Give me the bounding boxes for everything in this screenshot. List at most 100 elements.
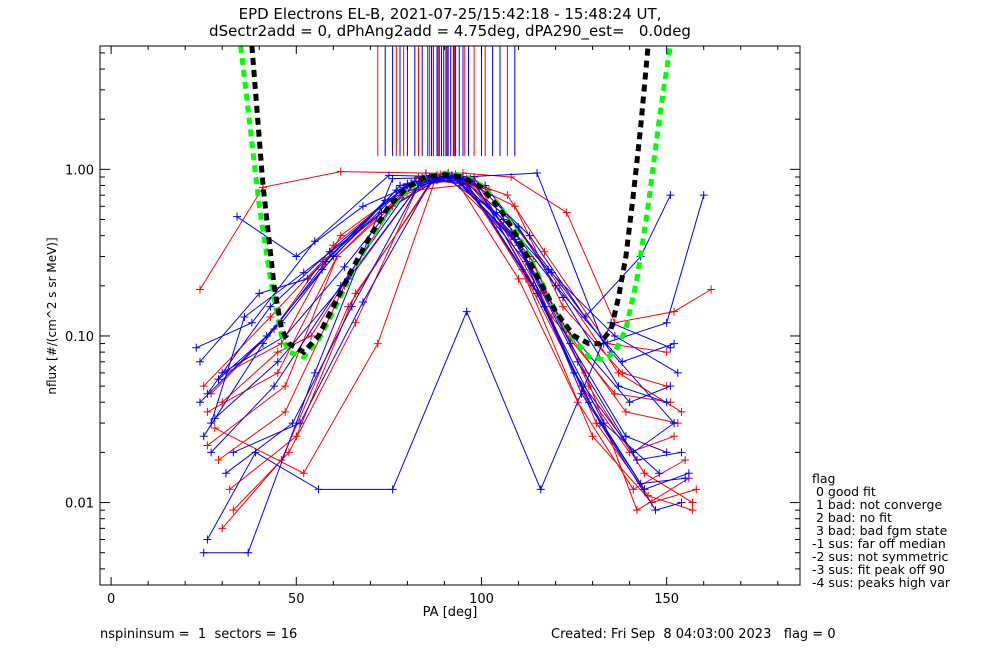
data-point (670, 419, 679, 428)
data-point (503, 191, 512, 200)
data-point (229, 506, 238, 515)
data-point (558, 302, 567, 311)
fit-curves (238, 46, 673, 363)
data-point (614, 368, 623, 377)
data-point (384, 171, 393, 180)
legend-item: 2 bad: no fit (812, 510, 892, 525)
legend-item: -2 sus: not symmetric (812, 549, 949, 564)
data-point (640, 485, 649, 494)
data-point (225, 485, 234, 494)
data-point (284, 448, 293, 457)
data-point (247, 318, 256, 327)
data-point (699, 191, 708, 200)
data-point (281, 407, 290, 416)
data-point (203, 535, 212, 544)
data-point (351, 318, 360, 327)
series-red (225, 176, 697, 507)
data-point (562, 208, 571, 217)
data-point (677, 448, 686, 457)
data-point (310, 368, 319, 377)
series-red (196, 167, 716, 327)
data-point (266, 312, 275, 321)
x-tick-label: 50 (288, 592, 305, 607)
legend-item: 0 good fit (812, 484, 876, 499)
data-point (336, 167, 345, 176)
data-point (621, 407, 630, 416)
data-point (640, 469, 649, 478)
data-point (392, 186, 401, 195)
x-tick-label: 0 (107, 592, 115, 607)
footer-left: nspininsum = 1 sectors = 16 (100, 627, 298, 642)
data-point (566, 339, 575, 348)
data-point (499, 215, 508, 224)
data-point (296, 419, 304, 428)
data-point (681, 456, 690, 465)
legend-item: 1 bad: not converge (812, 497, 943, 512)
data-point (655, 469, 664, 478)
data-point (688, 506, 697, 515)
data-point (629, 485, 638, 494)
data-point (577, 389, 586, 398)
data-point (462, 307, 471, 316)
data-point (529, 281, 538, 290)
data-point (214, 375, 223, 384)
data-point (218, 368, 227, 377)
data-point (321, 257, 330, 266)
y-tick-label: 1.00 (65, 163, 94, 178)
data-point (536, 485, 545, 494)
data-point (614, 382, 623, 391)
data-point (662, 398, 671, 407)
data-point (203, 407, 212, 416)
data-point (336, 231, 345, 240)
data-point (214, 456, 223, 465)
data-point (255, 289, 264, 298)
data-point (203, 389, 212, 398)
data-point (314, 485, 323, 494)
legend-title: flag (812, 471, 836, 486)
data-point (358, 202, 367, 211)
data-point (292, 252, 301, 261)
data-point (307, 331, 316, 340)
data-point (584, 398, 593, 407)
series-blue (207, 176, 679, 428)
data-point (303, 274, 312, 283)
data-point (599, 419, 608, 428)
data-point (281, 382, 290, 391)
data-point (199, 432, 208, 441)
data-point (388, 174, 397, 183)
data-point (525, 231, 534, 240)
data-point (258, 339, 267, 348)
data-point (273, 357, 282, 366)
series-line (206, 310, 671, 540)
axes: 0 50 100 150 0.01 0.10 1.00 (65, 46, 800, 607)
data-point (584, 382, 593, 391)
data-point (207, 419, 216, 428)
data-point (540, 302, 549, 311)
series-line (233, 176, 660, 474)
legend-item: -4 sus: peaks high var (812, 575, 951, 590)
data-point (662, 348, 671, 357)
pa-spikes (377, 46, 516, 157)
data-point (203, 441, 212, 450)
data-point (347, 302, 356, 311)
series-line (203, 176, 682, 554)
data-point (229, 448, 238, 457)
data-point (540, 247, 549, 256)
data-point (396, 181, 404, 190)
data-point (273, 348, 282, 357)
series-line (199, 171, 712, 324)
x-tick-label: 150 (654, 592, 679, 607)
data-series (192, 167, 716, 557)
x-axis-label: PA [deg] (423, 605, 478, 620)
data-point (547, 268, 556, 277)
data-point (270, 382, 279, 391)
data-point (196, 357, 204, 366)
data-point (573, 357, 582, 366)
legend-item: -3 sus: fit peak off 90 (812, 562, 945, 577)
data-point (633, 506, 642, 515)
data-point (681, 474, 690, 483)
data-point (670, 339, 679, 348)
data-point (670, 307, 679, 316)
data-point (299, 268, 308, 277)
